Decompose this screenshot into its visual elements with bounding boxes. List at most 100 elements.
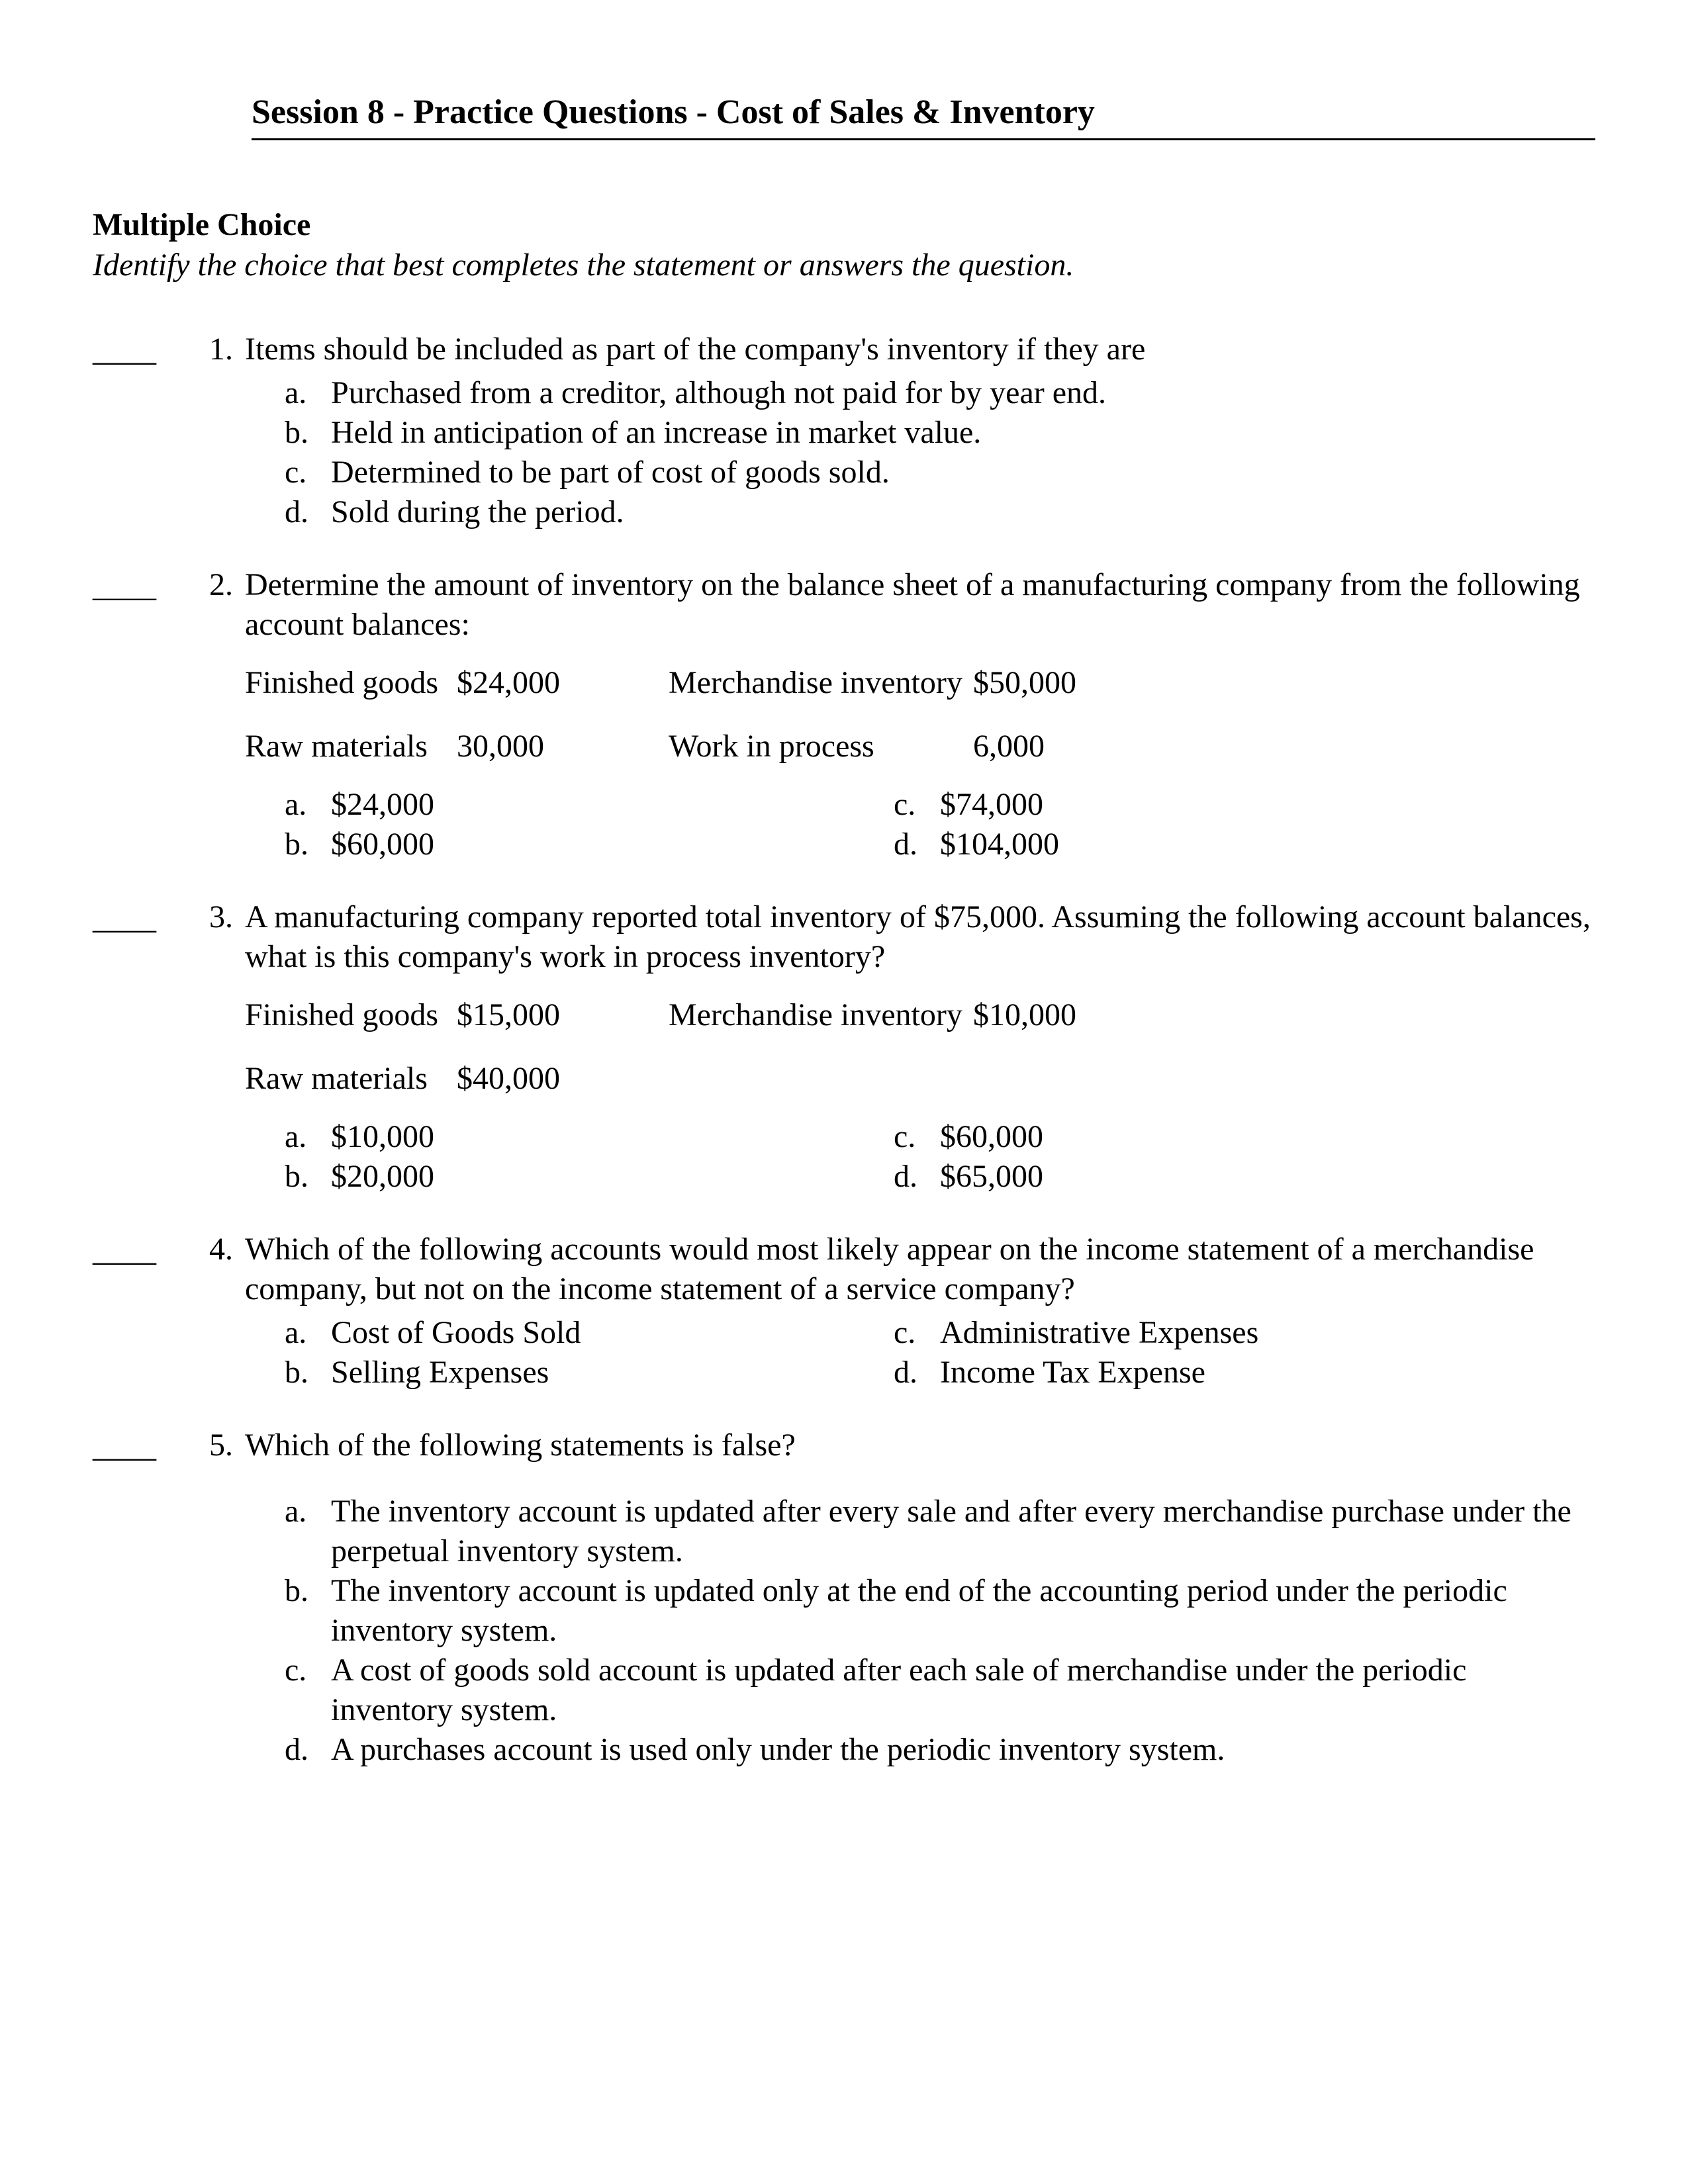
option-text: Determined to be part of cost of goods s… bbox=[331, 453, 1595, 492]
option[interactable]: c.$60,000 bbox=[894, 1117, 1595, 1157]
option-letter: b. bbox=[285, 413, 331, 453]
option-text: Sold during the period. bbox=[331, 492, 1595, 532]
option-column-left: a.$24,000b.$60,000 bbox=[285, 785, 894, 864]
section-subheading: Identify the choice that best completes … bbox=[93, 247, 1595, 283]
option-letter: a. bbox=[285, 1117, 331, 1157]
option-text: A cost of goods sold account is updated … bbox=[331, 1651, 1595, 1730]
page-header: Session 8 - Practice Questions - Cost of… bbox=[252, 93, 1595, 140]
option-text: $20,000 bbox=[331, 1157, 894, 1197]
option-text: $74,000 bbox=[940, 785, 1595, 825]
option-letter: b. bbox=[285, 1353, 331, 1392]
option[interactable]: b.The inventory account is updated only … bbox=[285, 1571, 1595, 1651]
option-column-right: c.$60,000d.$65,000 bbox=[894, 1117, 1595, 1197]
answer-blank[interactable]: ____ bbox=[93, 330, 185, 532]
data-value bbox=[973, 1059, 1105, 1099]
option[interactable]: c.$74,000 bbox=[894, 785, 1595, 825]
data-value: $15,000 bbox=[457, 995, 589, 1035]
data-label: Finished goods bbox=[245, 663, 457, 703]
option-list: a.The inventory account is updated after… bbox=[245, 1492, 1595, 1770]
table-row: Finished goods$15,000Merchandise invento… bbox=[245, 995, 1595, 1035]
option[interactable]: b.Selling Expenses bbox=[285, 1353, 894, 1392]
data-label: Raw materials bbox=[245, 1059, 457, 1099]
option-letter: b. bbox=[285, 1157, 331, 1197]
data-label: Merchandise inventory bbox=[669, 995, 973, 1035]
option-list: a.Purchased from a creditor, although no… bbox=[245, 373, 1595, 532]
option-letter: c. bbox=[894, 1313, 940, 1353]
option-list: a.$10,000b.$20,000c.$60,000d.$65,000 bbox=[245, 1117, 1595, 1197]
question-number: 5. bbox=[185, 1426, 245, 1770]
question-stem: Items should be included as part of the … bbox=[245, 330, 1595, 369]
blank-line: ____ bbox=[93, 1233, 156, 1268]
question-number: 3. bbox=[185, 897, 245, 1197]
option-text: The inventory account is updated only at… bbox=[331, 1571, 1595, 1651]
option[interactable]: d.Sold during the period. bbox=[285, 492, 1595, 532]
option[interactable]: c.Determined to be part of cost of goods… bbox=[285, 453, 1595, 492]
option[interactable]: d.$65,000 bbox=[894, 1157, 1595, 1197]
question: ____4.Which of the following accounts wo… bbox=[93, 1230, 1595, 1392]
data-label bbox=[669, 1059, 973, 1099]
option-letter: d. bbox=[285, 1730, 331, 1770]
option-letter: a. bbox=[285, 1313, 331, 1353]
spacer bbox=[589, 1059, 669, 1099]
option-letter: d. bbox=[894, 1157, 940, 1197]
table-row: Raw materials30,000Work in process6,000 bbox=[245, 727, 1595, 766]
question: ____5.Which of the following statements … bbox=[93, 1426, 1595, 1770]
option-letter: c. bbox=[285, 453, 331, 492]
question: ____ 1.Items should be included as part o… bbox=[93, 330, 1595, 532]
question-stem: Which of the following statements is fal… bbox=[245, 1426, 1595, 1465]
option[interactable]: d.Income Tax Expense bbox=[894, 1353, 1595, 1392]
option[interactable]: a.$10,000 bbox=[285, 1117, 894, 1157]
page-title: Session 8 - Practice Questions - Cost of… bbox=[252, 93, 1595, 132]
option-letter: c. bbox=[894, 1117, 940, 1157]
option-text: $65,000 bbox=[940, 1157, 1595, 1197]
data-value: $40,000 bbox=[457, 1059, 589, 1099]
option-letter: a. bbox=[285, 1492, 331, 1571]
option-text: Purchased from a creditor, although not … bbox=[331, 373, 1595, 413]
option-column-right: c.Administrative Expensesd.Income Tax Ex… bbox=[894, 1313, 1595, 1392]
option-list: a.Cost of Goods Soldb.Selling Expensesc.… bbox=[245, 1313, 1595, 1392]
blank-line: ____ bbox=[93, 333, 156, 368]
option-text: $10,000 bbox=[331, 1117, 894, 1157]
option-letter: a. bbox=[285, 785, 331, 825]
option[interactable]: c.A cost of goods sold account is update… bbox=[285, 1651, 1595, 1730]
option[interactable]: a.Cost of Goods Sold bbox=[285, 1313, 894, 1353]
option[interactable]: a.$24,000 bbox=[285, 785, 894, 825]
data-value: $24,000 bbox=[457, 663, 589, 703]
blank-line: ____ bbox=[93, 901, 156, 936]
spacer bbox=[589, 663, 669, 703]
spacer bbox=[589, 727, 669, 766]
question-body: A manufacturing company reported total i… bbox=[245, 897, 1595, 1197]
question-number: 2. bbox=[185, 565, 245, 864]
answer-blank[interactable]: ____ bbox=[93, 1426, 185, 1770]
option-text: $60,000 bbox=[940, 1117, 1595, 1157]
option[interactable]: d.A purchases account is used only under… bbox=[285, 1730, 1595, 1770]
option-column-left: a.$10,000b.$20,000 bbox=[285, 1117, 894, 1197]
option[interactable]: c.Administrative Expenses bbox=[894, 1313, 1595, 1353]
option-letter: b. bbox=[285, 1571, 331, 1651]
option-text: Selling Expenses bbox=[331, 1353, 894, 1392]
option-column-right: c.$74,000d.$104,000 bbox=[894, 785, 1595, 864]
answer-blank[interactable]: ____ bbox=[93, 897, 185, 1197]
option-letter: c. bbox=[285, 1651, 331, 1730]
option[interactable]: d.$104,000 bbox=[894, 825, 1595, 864]
question-stem: Which of the following accounts would mo… bbox=[245, 1230, 1595, 1309]
option-letter: b. bbox=[285, 825, 331, 864]
option[interactable]: a.The inventory account is updated after… bbox=[285, 1492, 1595, 1571]
question-number: 1. bbox=[185, 330, 245, 532]
option[interactable]: b.$60,000 bbox=[285, 825, 894, 864]
data-value: $10,000 bbox=[973, 995, 1105, 1035]
data-value: 30,000 bbox=[457, 727, 589, 766]
option-text: $60,000 bbox=[331, 825, 894, 864]
answer-blank[interactable]: ____ bbox=[93, 1230, 185, 1392]
option-letter: d. bbox=[285, 492, 331, 532]
option[interactable]: b.Held in anticipation of an increase in… bbox=[285, 413, 1595, 453]
option[interactable]: b.$20,000 bbox=[285, 1157, 894, 1197]
question-body: Which of the following accounts would mo… bbox=[245, 1230, 1595, 1392]
answer-blank[interactable]: ____ bbox=[93, 565, 185, 864]
data-label: Raw materials bbox=[245, 727, 457, 766]
table-row: Finished goods$24,000 Merchandise invento… bbox=[245, 663, 1595, 703]
question: ____ 3.A manufacturing company reported t… bbox=[93, 897, 1595, 1197]
option[interactable]: a.Purchased from a creditor, although no… bbox=[285, 373, 1595, 413]
data-label: Merchandise inventory bbox=[669, 663, 973, 703]
option-text: $24,000 bbox=[331, 785, 894, 825]
